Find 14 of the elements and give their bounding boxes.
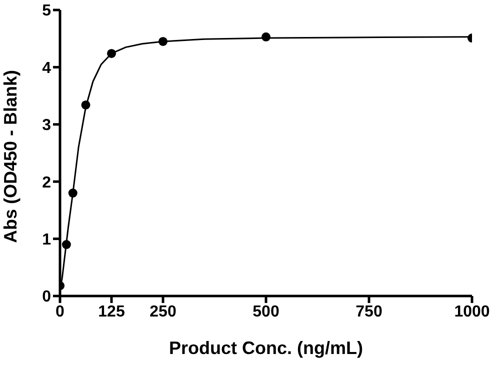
y-tick-label: 0 xyxy=(42,288,52,306)
y-tick-label: 4 xyxy=(42,60,52,77)
x-tick-label: 1000 xyxy=(454,303,490,320)
x-axis-title: Product Conc. (ng/mL) xyxy=(169,338,363,358)
y-tick-label: 1 xyxy=(42,231,52,248)
y-tick-label: 5 xyxy=(42,2,52,20)
x-tick-label: 250 xyxy=(150,303,176,320)
x-tick-label: 750 xyxy=(356,303,382,320)
y-tick-label: 2 xyxy=(42,174,52,192)
y-tick-label: 3 xyxy=(42,117,52,134)
x-tick-label: 500 xyxy=(252,303,280,320)
x-tick-label: 125 xyxy=(98,303,125,320)
x-tick-label: 0 xyxy=(56,303,65,320)
y-axis-title: Abs (OD450 - Blank) xyxy=(0,70,20,243)
